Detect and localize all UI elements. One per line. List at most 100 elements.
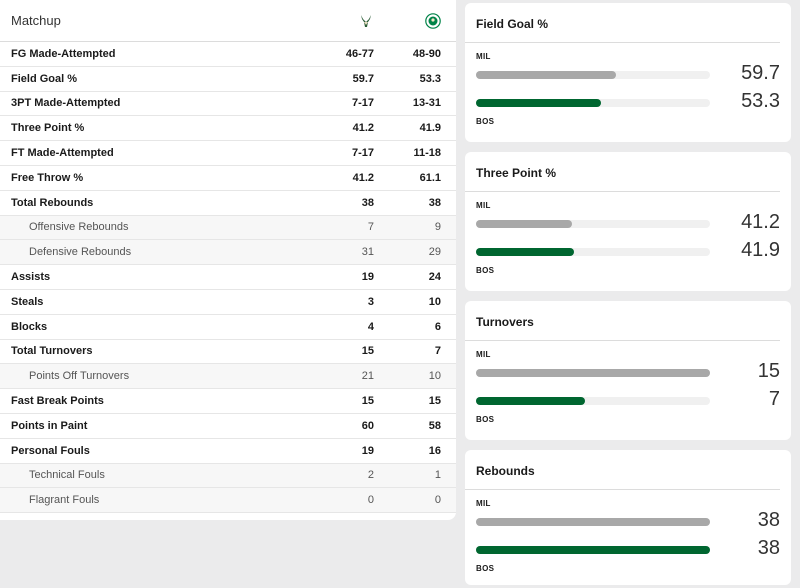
team-b-label: BOS [476, 117, 495, 126]
team-b-value: 0 [434, 494, 441, 507]
stat-label: Fast Break Points [11, 395, 104, 408]
team-a-value: 4 [367, 320, 374, 333]
team-b-value: 53.3 [741, 90, 780, 112]
table-row: Personal Fouls 19 16 [0, 439, 456, 464]
team-a-value: 19 [361, 444, 374, 457]
team-a-bar-track [476, 220, 710, 228]
team-a-value: 7-17 [351, 97, 374, 110]
stat-label: Three Point % [11, 122, 85, 135]
team-b-bar-fill [476, 99, 601, 107]
team-a-bar-track [476, 71, 710, 79]
team-b-value: 16 [428, 444, 441, 457]
stat-label: FT Made-Attempted [11, 147, 114, 160]
stat-label: FG Made-Attempted [11, 47, 116, 60]
team-a-bar-track [476, 369, 710, 377]
team-a-value: 41.2 [352, 122, 374, 135]
stat-card: Field Goal % MIL 59.7 53.3 BOS [465, 3, 791, 142]
team-a-value: 38 [757, 509, 780, 531]
team-b-value: 41.9 [741, 239, 780, 261]
stat-label: Total Rebounds [11, 196, 94, 209]
team-b-label: BOS [476, 266, 495, 275]
stat-card: Three Point % MIL 41.2 41.9 BOS [465, 152, 791, 291]
team-a-value: 41.2 [741, 211, 780, 233]
team-a-value: 7-17 [351, 147, 374, 160]
team-a-value: 46-77 [345, 47, 374, 60]
table-row: FT Made-Attempted 7-17 11-18 [0, 141, 456, 166]
table-row: Total Turnovers 15 7 [0, 340, 456, 365]
team-a-value: 15 [757, 360, 780, 382]
table-row: 3PT Made-Attempted 7-17 13-31 [0, 92, 456, 117]
stat-label: Offensive Rebounds [29, 221, 129, 234]
table-row: Free Throw % 41.2 61.1 [0, 166, 456, 191]
team-a-bar-fill [476, 71, 616, 79]
team-b-value: 48-90 [412, 47, 441, 60]
team-b-bar-track [476, 99, 710, 107]
team-b-value: 58 [428, 419, 441, 432]
table-row: Three Point % 41.2 41.9 [0, 116, 456, 142]
table-row: Technical Fouls 2 1 [0, 463, 456, 489]
stat-label: Flagrant Fouls [29, 494, 100, 507]
stat-label: Technical Fouls [29, 469, 105, 482]
team-a-bar-fill [476, 518, 710, 526]
team-b-value: 7 [768, 388, 780, 410]
team-b-value: 13-31 [412, 97, 441, 110]
team-b-value: 29 [428, 246, 441, 259]
team-b-value: 1 [434, 469, 441, 482]
table-row: Points Off Turnovers 21 10 [0, 364, 456, 390]
table-row: Field Goal % 59.7 53.3 [0, 67, 456, 92]
team-b-bar-fill [476, 397, 586, 405]
team-b-bar-row: 41.9 [465, 238, 791, 266]
team-b-value: 38 [757, 537, 780, 559]
team-a-value: 19 [361, 271, 374, 284]
team-a-label: MIL [476, 499, 491, 508]
team-a-value: 41.2 [352, 171, 374, 184]
stat-label: Defensive Rebounds [29, 246, 132, 259]
table-row: Defensive Rebounds 31 29 [0, 240, 456, 266]
table-row: Offensive Rebounds 7 9 [0, 215, 456, 241]
team-a-bar-row: 38 [465, 508, 791, 536]
team-a-value: 0 [367, 494, 374, 507]
team-a-label: MIL [476, 350, 491, 359]
team-b-value: 11-18 [413, 147, 441, 160]
stat-label: Points in Paint [11, 419, 88, 432]
stat-label: Assists [11, 271, 51, 284]
team-a-value: 15 [361, 395, 374, 408]
team-a-value: 59.7 [352, 72, 374, 85]
team-a-value: 7 [367, 221, 374, 234]
stat-card: Rebounds MIL 38 38 BOS [465, 450, 791, 585]
team-b-bar-row: 38 [465, 536, 791, 564]
team-a-bar-row: 59.7 [465, 61, 791, 89]
team-b-label: BOS [476, 564, 495, 573]
stat-label: Total Turnovers [11, 345, 93, 358]
team-b-bar-fill [476, 546, 710, 554]
team-b-header [374, 12, 456, 29]
team-a-bar-row: 15 [465, 359, 791, 387]
team-a-bar-row: 41.2 [465, 210, 791, 238]
team-a-bar-fill [476, 220, 573, 228]
stat-label: Field Goal % [11, 72, 78, 85]
team-b-bar-track [476, 397, 710, 405]
card-title: Rebounds [465, 450, 780, 490]
stat-label: Steals [11, 295, 44, 308]
team-b-value: 10 [428, 295, 441, 308]
team-b-value: 6 [434, 320, 441, 333]
team-b-bar-row: 53.3 [465, 89, 791, 117]
team-a-label: MIL [476, 201, 491, 210]
team-a-value: 15 [361, 345, 374, 358]
team-b-value: 15 [428, 395, 441, 408]
team-b-value: 24 [428, 271, 441, 284]
stat-label: Free Throw % [11, 171, 84, 184]
team-b-value: 61.1 [419, 171, 441, 184]
table-row: Assists 19 24 [0, 265, 456, 290]
stat-label: Blocks [11, 320, 48, 333]
table-row: Fast Break Points 15 15 [0, 389, 456, 414]
team-b-value: 7 [434, 345, 441, 358]
team-a-header [314, 13, 374, 29]
matchup-header: Matchup [0, 0, 456, 42]
table-row: Blocks 4 6 [0, 315, 456, 340]
team-a-value: 38 [361, 196, 374, 209]
team-a-value: 21 [361, 370, 374, 383]
stat-label: 3PT Made-Attempted [11, 97, 121, 110]
team-b-value: 9 [434, 221, 441, 234]
team-b-value: 53.3 [419, 72, 441, 85]
